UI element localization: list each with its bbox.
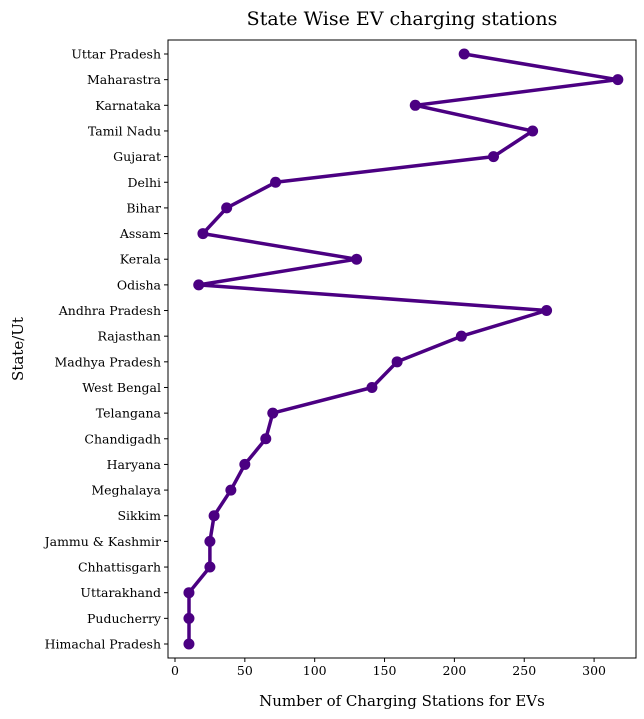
x-tick-label: 0 [171, 663, 179, 678]
y-tick-label: Uttar Pradesh [71, 47, 161, 62]
x-axis: 0 50 100 150 200 250 300 [171, 658, 606, 678]
data-point [204, 535, 216, 547]
y-axis-title: State/Ut [9, 317, 27, 381]
data-point [260, 433, 272, 445]
y-tick-label: Himachal Pradesh [45, 637, 161, 652]
y-tick-label: Haryana [107, 457, 162, 472]
data-point [183, 612, 195, 624]
x-tick-label: 100 [303, 663, 327, 678]
data-point [351, 253, 363, 265]
y-tick-label: Delhi [128, 175, 161, 190]
data-point [612, 74, 624, 86]
data-point [204, 561, 216, 573]
y-tick-label: Tamil Nadu [88, 123, 161, 138]
data-point [208, 510, 220, 522]
data-points [183, 48, 624, 650]
x-tick-label: 250 [512, 663, 536, 678]
y-tick-label: Maharastra [87, 72, 162, 87]
y-axis: Uttar Pradesh Maharastra Karnataka Tamil Na… [43, 47, 168, 652]
y-tick-label: Telangana [96, 406, 162, 421]
chart-title: State Wise EV charging stations [247, 8, 558, 30]
y-tick-label: Gujarat [113, 149, 161, 164]
data-point [225, 484, 237, 496]
y-tick-label: Karnataka [95, 98, 161, 113]
x-tick-label: 150 [373, 663, 397, 678]
y-tick-label: Chhattisgarh [78, 560, 161, 575]
y-tick-label: Odisha [117, 277, 162, 292]
y-tick-label: Rajasthan [98, 329, 161, 344]
data-point [527, 125, 539, 137]
x-tick-label: 200 [442, 663, 466, 678]
y-tick-label: Uttarakhand [80, 585, 161, 600]
data-point [541, 305, 553, 317]
data-point [409, 99, 421, 111]
data-point [221, 202, 233, 214]
data-point [270, 176, 282, 188]
x-axis-title: Number of Charging Stations for EVs [259, 692, 545, 710]
data-point [366, 381, 378, 393]
data-point [239, 458, 251, 470]
y-tick-label: Chandigadh [84, 431, 161, 446]
y-tick-label: Madhya Pradesh [55, 354, 162, 369]
series-line [187, 52, 620, 646]
y-tick-label: West Bengal [82, 380, 161, 395]
data-point [183, 587, 195, 599]
y-tick-label: Andhra Pradesh [58, 303, 161, 318]
y-tick-label: Kerala [120, 252, 162, 267]
y-tick-label: Sikkim [117, 508, 161, 523]
y-tick-label: Bihar [126, 200, 161, 215]
y-tick-label: Assam [119, 226, 161, 241]
data-point [193, 279, 205, 291]
y-tick-label: Puducherry [87, 611, 162, 626]
y-tick-label: Meghalaya [91, 483, 161, 498]
data-point [458, 48, 470, 60]
data-point [183, 638, 195, 650]
data-point [391, 356, 403, 368]
data-point [197, 228, 209, 240]
data-point [488, 151, 500, 163]
x-tick-label: 50 [237, 663, 253, 678]
plot-frame [167, 39, 637, 659]
data-point [455, 330, 467, 342]
data-point [267, 407, 279, 419]
y-tick-label: Jammu & Kashmir [43, 534, 161, 549]
x-tick-label: 300 [582, 663, 606, 678]
